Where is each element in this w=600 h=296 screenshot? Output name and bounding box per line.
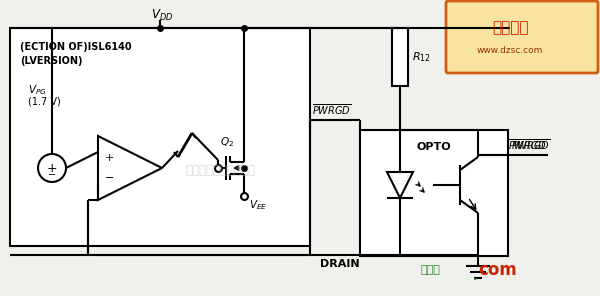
Text: −: − [48, 170, 56, 180]
Text: (LVERSION): (LVERSION) [20, 56, 83, 66]
Text: 接线图: 接线图 [420, 265, 440, 275]
Bar [360, 130, 508, 256]
Text: $\overline{PWRGD}$: $\overline{PWRGD}$ [511, 137, 550, 152]
Text: +: + [47, 162, 58, 175]
Text: $\overline{PWRGD}$: $\overline{PWRGD}$ [312, 102, 352, 117]
Text: $V_{PG}$: $V_{PG}$ [28, 83, 47, 97]
Text: (1.7 V): (1.7 V) [28, 96, 61, 106]
Bar [392, 28, 408, 86]
Text: $\overline{PWRGD}$: $\overline{PWRGD}$ [508, 137, 547, 152]
Text: com: com [478, 261, 517, 279]
Text: −: − [105, 173, 115, 183]
Text: $V_{EE}$: $V_{EE}$ [249, 198, 267, 212]
Text: 维库一卡: 维库一卡 [492, 20, 528, 36]
Text: +: + [105, 153, 115, 163]
Text: $Q_2$: $Q_2$ [220, 135, 234, 149]
FancyBboxPatch shape [446, 1, 598, 73]
Text: 杭州将睿科技有限公司: 杭州将睿科技有限公司 [185, 163, 255, 176]
Text: $V_{DD}$: $V_{DD}$ [151, 8, 173, 23]
Text: (ECTION OF)ISL6140: (ECTION OF)ISL6140 [20, 42, 131, 52]
Text: OPTO: OPTO [416, 142, 451, 152]
Text: .: . [472, 265, 478, 284]
Text: DRAIN: DRAIN [320, 259, 360, 269]
Text: www.dzsc.com: www.dzsc.com [477, 46, 543, 54]
Bar [10, 28, 310, 246]
Text: $R_{12}$: $R_{12}$ [412, 50, 431, 64]
